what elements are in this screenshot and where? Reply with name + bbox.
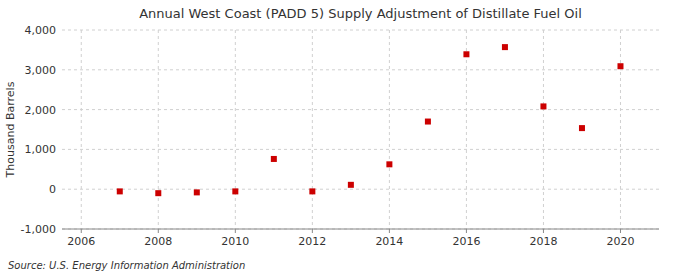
grid-line: [389, 30, 390, 229]
point: [386, 161, 392, 167]
x-axis-line: [62, 229, 659, 230]
x-tick: [620, 229, 621, 233]
x-tick-label: 2016: [452, 235, 480, 248]
point: [309, 188, 315, 194]
y-tick-label: -1,000: [21, 223, 56, 236]
grid-line: [62, 149, 659, 150]
grid-line: [62, 229, 659, 230]
x-tick: [389, 229, 390, 233]
y-tick-label: 3,000: [25, 64, 57, 77]
y-tick-label: 0: [49, 183, 56, 196]
x-tick: [81, 229, 82, 233]
x-tick: [235, 229, 236, 233]
x-tick-label: 2012: [298, 235, 326, 248]
point: [463, 51, 469, 57]
grid: [62, 30, 659, 229]
grid-line: [81, 30, 82, 229]
grid-line: [235, 30, 236, 229]
grid-line: [466, 30, 467, 229]
point: [348, 182, 354, 188]
x-tick: [466, 229, 467, 233]
grid-line: [543, 30, 544, 229]
x-tick-label: 2020: [606, 235, 634, 248]
point: [271, 156, 277, 162]
grid-line: [62, 30, 659, 31]
x-tick-label: 2014: [375, 235, 403, 248]
y-tick-label: 1,000: [25, 143, 57, 156]
x-tick-label: 2018: [529, 235, 557, 248]
x-tick-label: 2006: [67, 235, 95, 248]
annotation: Source: U.S. Energy Information Administ…: [8, 260, 245, 271]
point: [155, 190, 161, 196]
grid-line: [62, 109, 659, 110]
points: [117, 44, 624, 196]
point: [502, 44, 508, 50]
x-tick: [543, 229, 544, 233]
grid-line: [620, 30, 621, 229]
y-tick-label: 4,000: [25, 24, 57, 37]
point: [232, 188, 238, 194]
point: [117, 188, 123, 194]
x-tick: [312, 229, 313, 233]
x-tick: [158, 229, 159, 233]
grid-line: [62, 69, 659, 70]
point: [194, 189, 200, 195]
point: [540, 103, 546, 109]
x-tick-label: 2010: [221, 235, 249, 248]
y-axis-label: Thousand Barrels: [4, 81, 17, 178]
grid-line: [158, 30, 159, 229]
chart: Annual West Coast (PADD 5) Supply Adjust…: [0, 0, 675, 275]
point: [579, 125, 585, 131]
y-tick-label: 2,000: [25, 104, 57, 117]
x-tick-label: 2008: [144, 235, 172, 248]
title: Annual West Coast (PADD 5) Supply Adjust…: [139, 6, 582, 21]
grid-line: [312, 30, 313, 229]
grid-line: [62, 189, 659, 190]
point: [425, 119, 431, 125]
point: [617, 63, 623, 69]
